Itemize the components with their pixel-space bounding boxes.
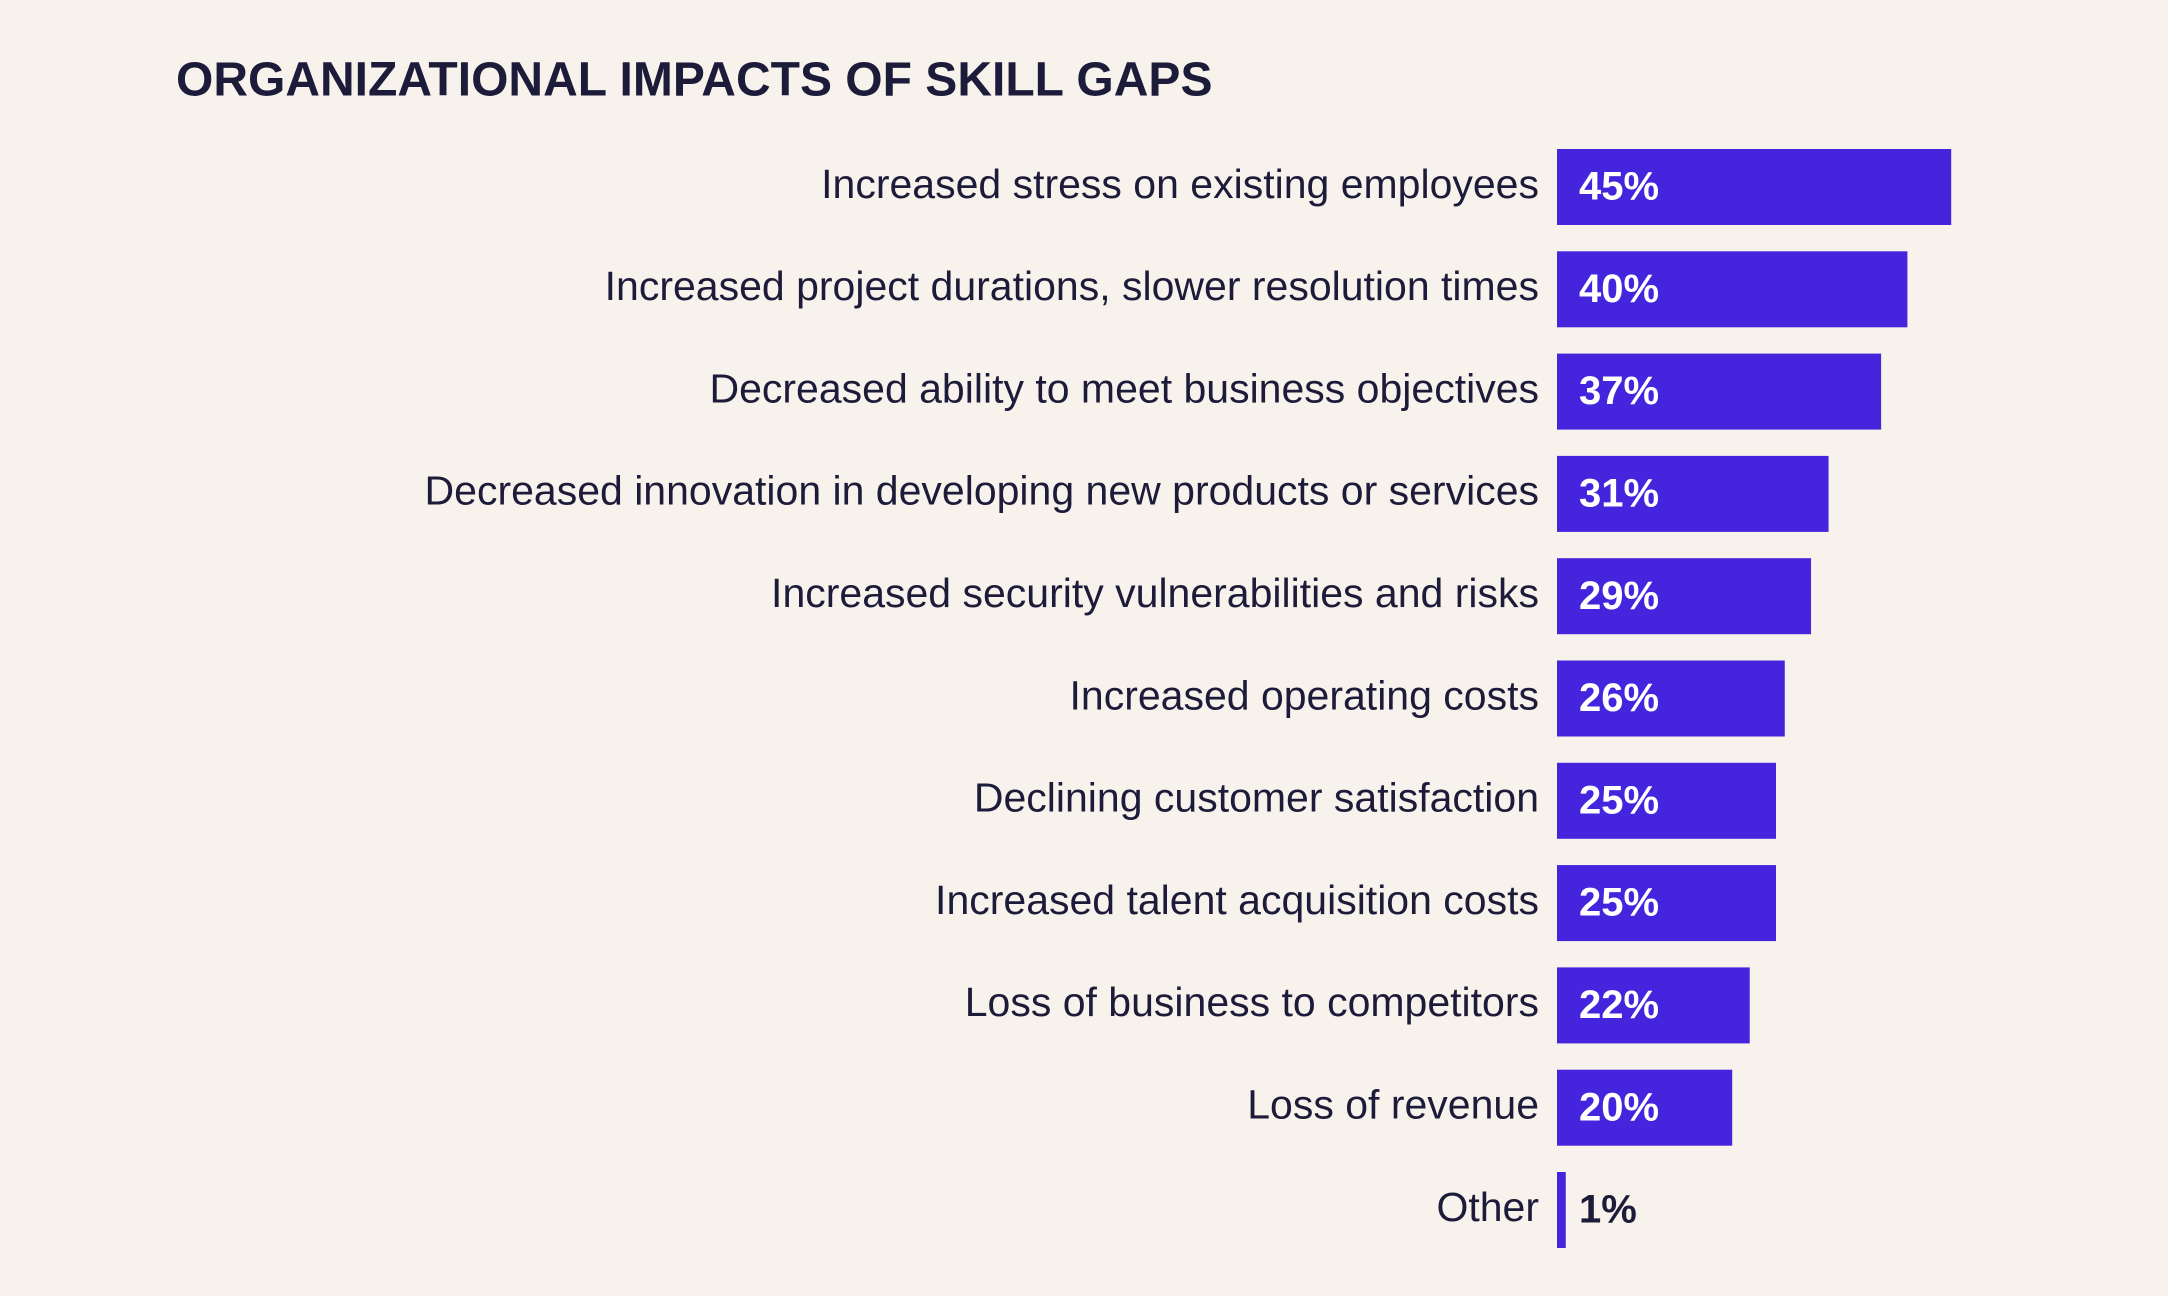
bar [1557, 558, 1812, 635]
value-label: 1% [1579, 1188, 1637, 1232]
value-label: 25% [1579, 778, 1659, 822]
category-label: Increased project durations, slower reso… [605, 263, 1539, 309]
category-label: Increased talent acquisition costs [935, 877, 1539, 923]
value-label: 25% [1579, 881, 1659, 925]
value-label: 31% [1579, 471, 1659, 515]
bar [1557, 1069, 1733, 1146]
bar [1557, 660, 1785, 737]
category-label: Other [1436, 1184, 1539, 1230]
value-label: 20% [1579, 1085, 1659, 1129]
bar [1557, 149, 1952, 225]
category-label: Loss of revenue [1247, 1082, 1539, 1128]
chart-title: ORGANIZATIONAL IMPACTS OF SKILL GAPS [176, 54, 1212, 107]
bar [1557, 865, 1776, 942]
bar [1557, 455, 1829, 532]
category-label: Increased security vulnerabilities and r… [771, 570, 1539, 616]
bar [1557, 967, 1750, 1044]
value-label: 26% [1579, 676, 1659, 720]
bar [1557, 1172, 1566, 1248]
value-label: 37% [1579, 369, 1659, 413]
bar [1557, 251, 1908, 328]
value-label: 45% [1579, 165, 1659, 209]
category-label: Increased operating costs [1070, 672, 1540, 718]
category-label: Decreased ability to meet business objec… [709, 365, 1539, 411]
value-label: 29% [1579, 574, 1659, 618]
category-label: Decreased innovation in developing new p… [425, 468, 1539, 514]
category-label: Increased stress on existing employees [821, 161, 1539, 207]
bar [1557, 353, 1882, 430]
category-label: Declining customer satisfaction [974, 775, 1539, 821]
value-label: 40% [1579, 267, 1659, 311]
value-label: 22% [1579, 983, 1659, 1027]
category-label: Loss of business to competitors [965, 979, 1539, 1025]
bar [1557, 762, 1776, 839]
